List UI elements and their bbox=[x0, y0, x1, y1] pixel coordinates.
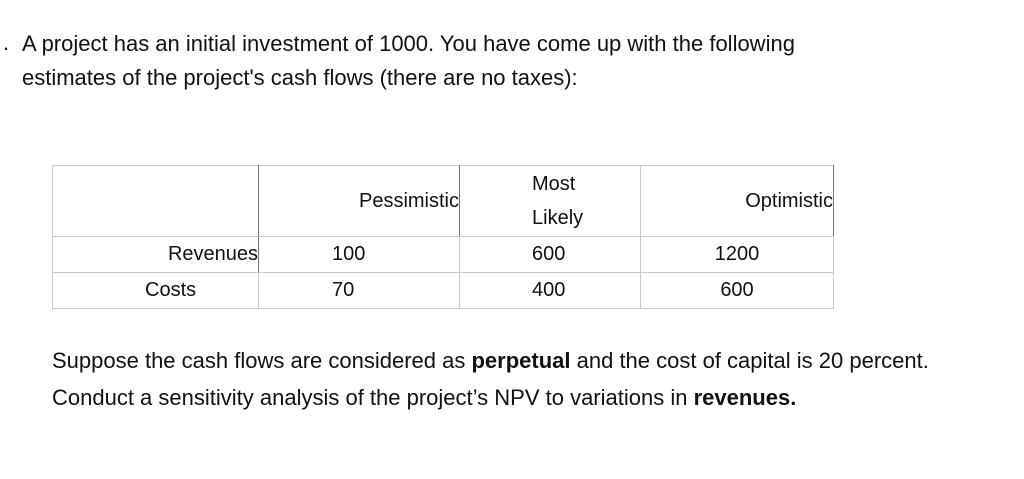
header-cell: Most Likely bbox=[459, 165, 641, 237]
bold-text: perpetual bbox=[471, 348, 571, 373]
cell: 600 bbox=[640, 272, 834, 309]
question-line: estimates of the project's cash flows (t… bbox=[22, 65, 578, 90]
header-text: Most Likely bbox=[532, 173, 584, 229]
cell: 70 bbox=[258, 272, 460, 309]
text: and the cost of capital is 20 percent. C… bbox=[52, 348, 929, 410]
row: Costs 70 400 600 bbox=[52, 272, 834, 309]
empty-cell bbox=[52, 165, 259, 237]
question-line: A project has an initial investment of 1… bbox=[22, 31, 795, 56]
header-text: Optimistic bbox=[745, 189, 833, 212]
header-cell: Optimistic bbox=[640, 165, 834, 237]
cell: Costs bbox=[52, 272, 259, 309]
header-text: Pessimistic bbox=[358, 189, 459, 212]
question-marker: . bbox=[3, 30, 10, 55]
cell: 400 bbox=[459, 272, 641, 309]
header-cell: Pessimistic bbox=[258, 165, 460, 237]
cell: 600 bbox=[459, 236, 641, 273]
header-row: Pessimistic Most Likely Optimistic bbox=[52, 165, 834, 237]
cell: 1200 bbox=[640, 236, 834, 273]
cash-flow-table: Pessimistic Most Likely Optimistic Reven… bbox=[52, 165, 834, 309]
paragraph: Suppose the cash flows are considered as… bbox=[52, 342, 987, 416]
cell: 100 bbox=[258, 236, 460, 273]
bold-text: revenues. bbox=[693, 385, 797, 410]
row: Revenues 100 600 1200 bbox=[52, 236, 834, 273]
cell: Revenues bbox=[52, 236, 259, 273]
text: Suppose the cash flows are considered as bbox=[52, 348, 472, 373]
